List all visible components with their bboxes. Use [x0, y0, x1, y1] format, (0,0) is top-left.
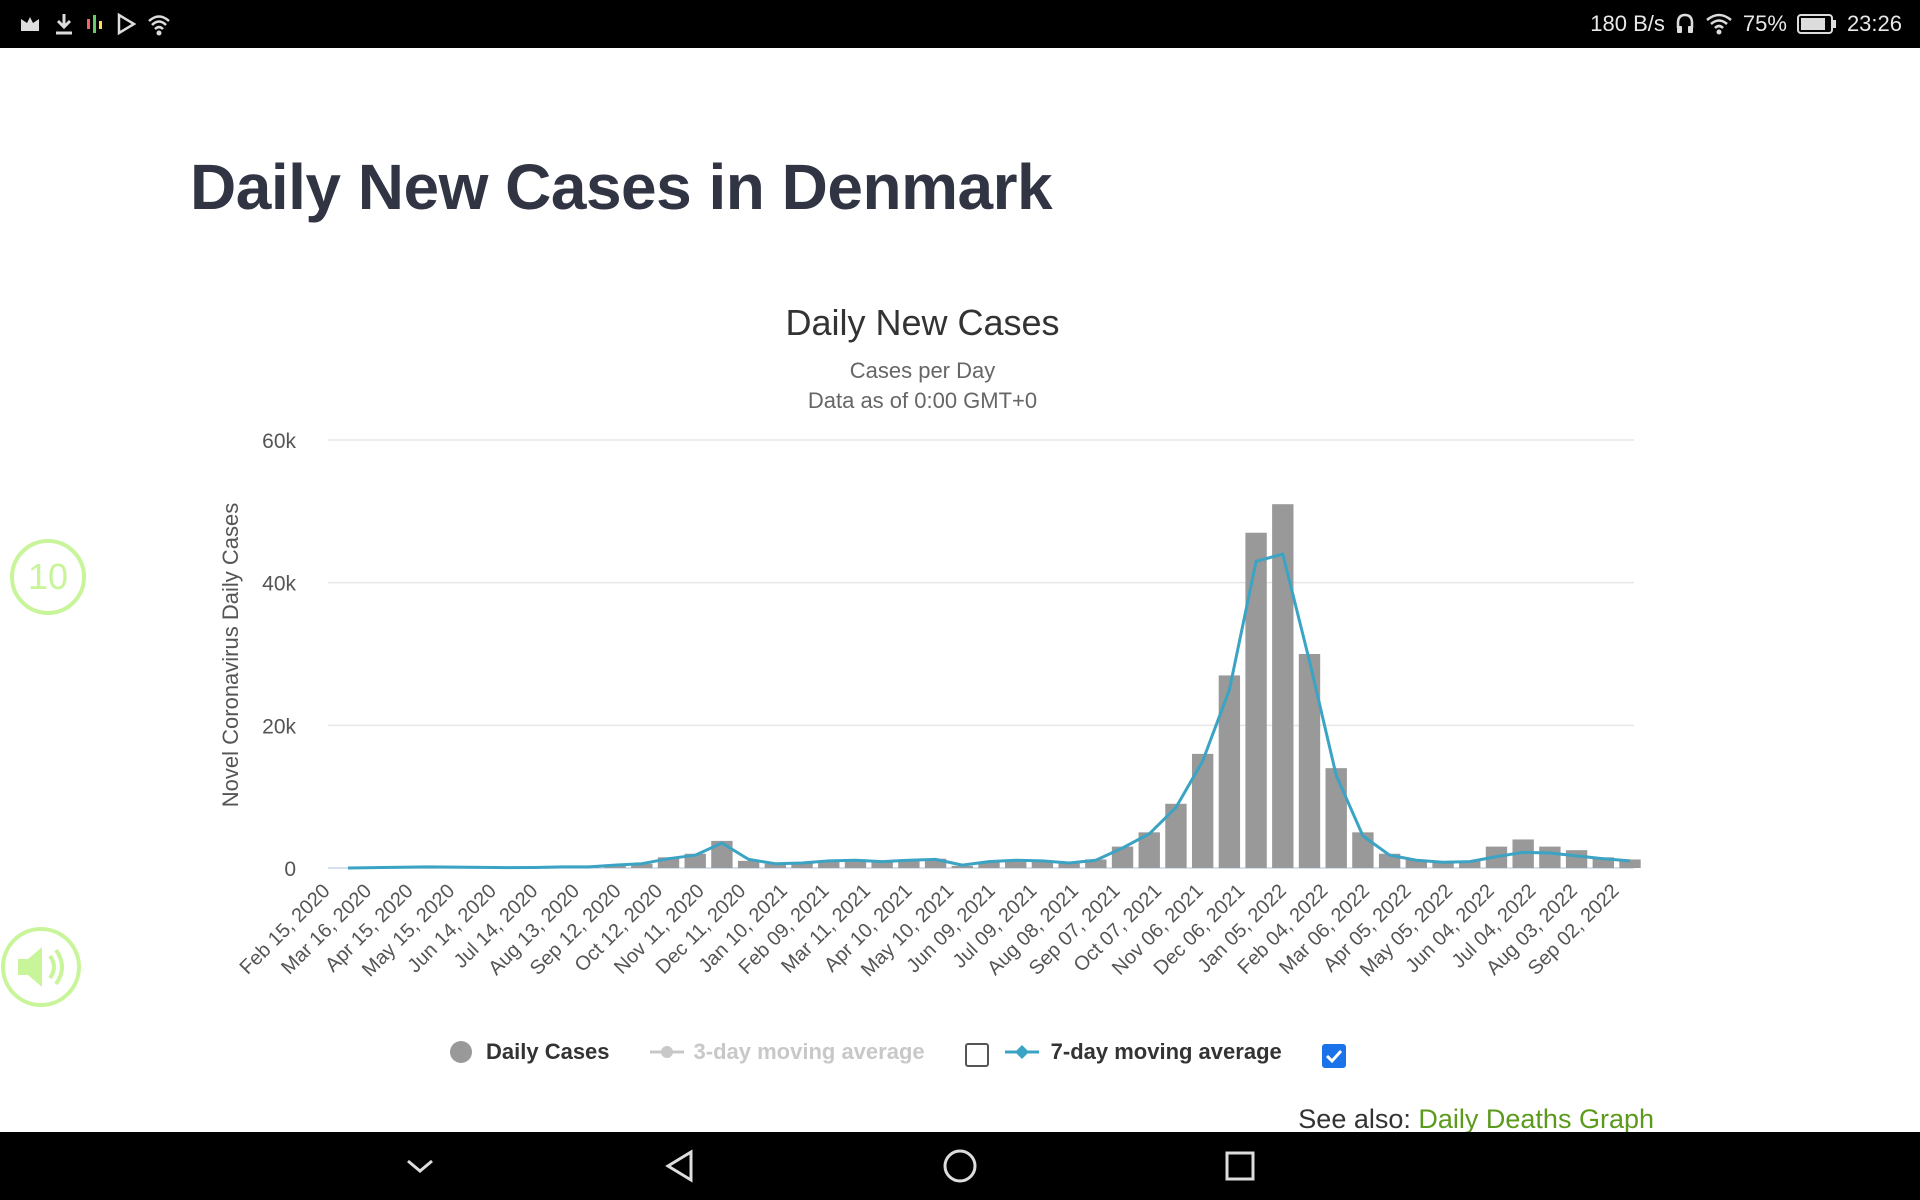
y-tick-label: 0: [284, 858, 296, 881]
y-tick-label: 20k: [262, 715, 296, 738]
speaker-icon: [1, 927, 81, 1007]
daily-cases-bar: [1405, 859, 1428, 868]
home-circle-icon: [943, 1149, 977, 1183]
clock: 23:26: [1846, 11, 1902, 36]
net-speed: 180 B/s: [1590, 11, 1665, 36]
download-icon: [56, 14, 72, 35]
legend-7day-average[interactable]: 7-day moving average: [1004, 1039, 1282, 1065]
daily-cases-bar: [631, 863, 653, 868]
daily-cases-bar: [1272, 504, 1294, 868]
nav-home-button[interactable]: [936, 1142, 984, 1190]
daily-cases-bar: [764, 863, 787, 868]
daily-cases-bar: [818, 860, 840, 868]
daily-cases-bar: [791, 863, 813, 868]
daily-cases-bar: [1058, 862, 1080, 868]
battery-icon: [1796, 14, 1836, 34]
legend-daily-cases[interactable]: Daily Cases: [450, 1039, 610, 1065]
daily-cases-bar: [1539, 846, 1561, 868]
daily-cases-bar: [657, 857, 680, 868]
sound-button[interactable]: [0, 926, 82, 1008]
replay-10-button[interactable]: 10: [9, 538, 87, 616]
daily-cases-bar: [844, 859, 867, 868]
daily-cases-bar: [871, 861, 893, 868]
line-diamond-icon: [1004, 1045, 1039, 1059]
alarm-icon: [21, 17, 39, 31]
chevron-down-icon: [407, 1159, 433, 1173]
chart-title: Daily New Cases: [785, 302, 1060, 343]
status-bar-right: 180 B/s 75% 23:26: [1590, 0, 1902, 48]
navigation-bar: [0, 1132, 1920, 1200]
daily-cases-bar: [737, 860, 760, 868]
toggle-3day-checkbox[interactable]: [964, 1043, 989, 1067]
wifi-icon: [1706, 13, 1732, 35]
battery-percent: 75%: [1742, 11, 1787, 36]
see-also-label: See also:: [1298, 1104, 1411, 1134]
daily-cases-bar: [1298, 654, 1321, 868]
daily-cases-bar: [1005, 859, 1027, 868]
recents-square-icon: [1225, 1151, 1255, 1181]
daily-cases-bar: [1218, 675, 1241, 868]
daily-cases-bar: [1138, 832, 1160, 868]
daily-cases-bar: [1165, 803, 1187, 868]
nav-recents-button[interactable]: [1216, 1142, 1264, 1190]
replay-10-label: 10: [28, 556, 68, 597]
chart-legend: Daily Cases 3-day moving average 7-day m…: [450, 1032, 1346, 1072]
daily-cases-bar: [1031, 860, 1054, 868]
legend-3day-average[interactable]: 3-day moving average: [649, 1039, 925, 1065]
daily-cases-bar: [1191, 753, 1214, 868]
legend-7day-label: 7-day moving average: [1050, 1039, 1282, 1064]
daily-deaths-link[interactable]: Daily Deaths Graph: [1418, 1104, 1654, 1134]
y-axis-label: Novel Coronavirus Daily Cases: [218, 503, 243, 807]
see-also: See also: Daily Deaths Graph: [1298, 1104, 1654, 1135]
nav-collapse-button[interactable]: [396, 1142, 444, 1190]
daily-cases-bar: [1325, 768, 1347, 868]
replay-10-icon: 10: [10, 539, 86, 615]
daily-cases-bar: [1085, 859, 1107, 868]
check-icon: [1325, 1049, 1342, 1064]
chart-subtitle-date: Data as of 0:00 GMT+0: [807, 388, 1038, 413]
chart-subtitle: Cases per Day: [849, 358, 996, 383]
daily-cases-bar: [924, 858, 947, 868]
y-tick-label: 60k: [262, 430, 296, 453]
wifi-hotspot-icon: [148, 15, 170, 36]
daily-cases-dot-icon: [450, 1041, 472, 1063]
legend-3day-label: 3-day moving average: [693, 1039, 925, 1064]
legend-daily-label: Daily Cases: [486, 1039, 610, 1064]
status-bar: 180 B/s 75% 23:26: [0, 0, 1920, 48]
daily-cases-bar: [951, 865, 973, 868]
daily-cases-bar: [898, 859, 920, 868]
daily-cases-bar: [978, 861, 1000, 868]
daily-cases-bar: [1245, 532, 1267, 868]
seven-day-average-line: [347, 552, 1631, 870]
app-icon: [87, 15, 102, 33]
line-dot-icon: [649, 1046, 684, 1058]
back-triangle-icon: [665, 1149, 693, 1183]
daily-cases-bar: [1619, 859, 1641, 868]
nav-back-button[interactable]: [656, 1142, 704, 1190]
daily-cases-bar: [1592, 857, 1614, 868]
daily-cases-bar: [1459, 860, 1481, 868]
daily-cases-bar: [1432, 861, 1454, 868]
headset-icon: [1676, 13, 1694, 33]
y-tick-label: 40k: [262, 573, 296, 596]
status-bar-left: [18, 10, 172, 38]
toggle-7day-checkbox[interactable]: [1321, 1044, 1346, 1068]
page-title: Daily New Cases in Denmark: [190, 151, 1053, 223]
play-store-icon: [117, 12, 137, 36]
daily-cases-bar: [1565, 850, 1588, 868]
